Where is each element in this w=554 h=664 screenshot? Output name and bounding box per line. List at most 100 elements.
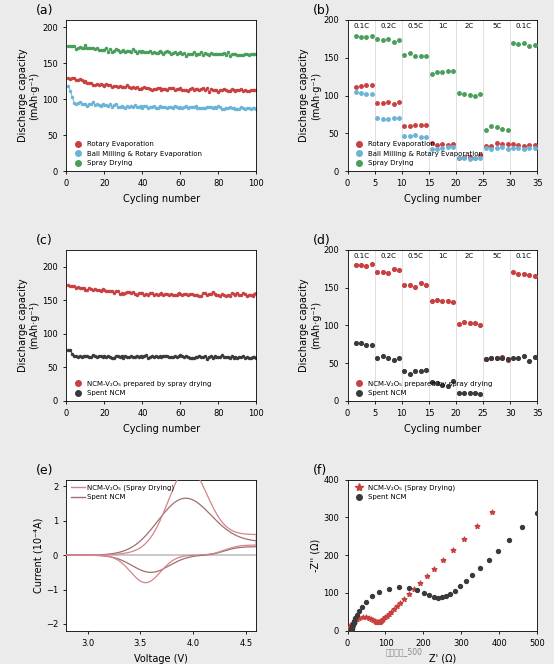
Point xyxy=(470,152,479,163)
Point xyxy=(416,277,425,288)
Legend: NCM-V₂O₅ (Spray Drying), Spent NCM: NCM-V₂O₅ (Spray Drying), Spent NCM xyxy=(351,483,457,502)
Point xyxy=(493,353,501,363)
Point xyxy=(346,625,355,636)
Point xyxy=(465,388,474,399)
Point xyxy=(362,31,371,42)
Point xyxy=(455,581,464,592)
Point xyxy=(422,280,430,290)
Point xyxy=(394,353,403,363)
Point xyxy=(416,51,425,62)
Text: 5C: 5C xyxy=(492,253,501,259)
Point xyxy=(347,625,356,635)
Text: 0.5C: 0.5C xyxy=(407,253,423,259)
Point xyxy=(351,260,360,271)
Point xyxy=(497,139,506,149)
Point xyxy=(520,351,529,361)
Point xyxy=(509,353,517,363)
Point xyxy=(525,41,534,51)
Point xyxy=(362,89,371,100)
Point xyxy=(400,366,409,376)
Point xyxy=(530,143,539,154)
Point xyxy=(346,625,355,636)
Point xyxy=(484,555,493,566)
Point xyxy=(460,152,469,163)
Text: 0.1C: 0.1C xyxy=(353,23,369,29)
Point xyxy=(427,377,436,388)
Point xyxy=(520,37,529,48)
Point xyxy=(384,608,393,619)
Point xyxy=(352,614,361,625)
Point xyxy=(367,88,376,99)
Text: (f): (f) xyxy=(314,463,327,477)
Text: 2C: 2C xyxy=(465,23,474,29)
Point xyxy=(372,617,381,627)
Point xyxy=(404,583,413,594)
Point xyxy=(345,625,354,635)
Point xyxy=(346,623,355,634)
Point xyxy=(345,625,354,636)
X-axis label: Cycling number: Cycling number xyxy=(404,424,481,434)
Text: 1C: 1C xyxy=(438,253,447,259)
Point xyxy=(470,153,479,164)
Point xyxy=(470,317,479,328)
Point xyxy=(411,51,420,62)
Point xyxy=(443,141,452,152)
Point xyxy=(497,351,506,362)
Point xyxy=(439,555,448,566)
Point xyxy=(357,81,366,92)
Point xyxy=(449,376,458,386)
Point xyxy=(394,97,403,108)
Point xyxy=(348,618,357,628)
Point xyxy=(443,380,452,391)
Point xyxy=(433,143,442,154)
Point xyxy=(532,508,541,519)
Point xyxy=(438,67,447,78)
Point xyxy=(345,625,354,636)
Point xyxy=(509,143,517,153)
Point xyxy=(346,625,355,636)
Text: 0.5C: 0.5C xyxy=(407,23,423,29)
Point xyxy=(346,625,355,635)
Point xyxy=(427,144,436,155)
Point xyxy=(406,280,414,290)
Point xyxy=(497,353,506,364)
Point xyxy=(460,388,469,398)
Point xyxy=(345,625,354,636)
Point xyxy=(509,37,517,48)
Point xyxy=(525,355,534,366)
Point xyxy=(354,606,363,616)
Point xyxy=(503,143,512,154)
Point xyxy=(378,351,387,361)
Point xyxy=(400,131,409,141)
Legend: Rotary Evaporation, Ball Milling & Rotary Evaporation, Spray Drying: Rotary Evaporation, Ball Milling & Rotar… xyxy=(351,140,485,167)
Point xyxy=(362,340,371,351)
Point xyxy=(351,31,360,42)
Point xyxy=(375,586,384,597)
Point xyxy=(346,625,355,636)
Point xyxy=(438,295,447,306)
Point xyxy=(530,39,539,50)
Point xyxy=(347,625,356,635)
Point xyxy=(373,112,382,123)
Point xyxy=(346,625,355,636)
Point xyxy=(465,318,474,329)
Y-axis label: Current (10⁻⁴A): Current (10⁻⁴A) xyxy=(33,517,43,593)
Point xyxy=(422,132,430,143)
Point xyxy=(379,614,388,624)
Point xyxy=(381,612,389,623)
Point xyxy=(525,139,534,150)
Point xyxy=(400,121,409,131)
Point xyxy=(345,625,354,636)
Point xyxy=(488,506,496,517)
Point xyxy=(389,37,398,47)
Text: 2C: 2C xyxy=(465,253,474,259)
Point xyxy=(465,90,474,101)
Point xyxy=(470,90,479,101)
Text: 0.2C: 0.2C xyxy=(380,253,396,259)
Point xyxy=(345,625,354,636)
Point xyxy=(373,266,382,277)
Point xyxy=(347,620,356,631)
Point xyxy=(355,613,364,623)
Point xyxy=(503,353,512,364)
Point xyxy=(346,625,355,636)
